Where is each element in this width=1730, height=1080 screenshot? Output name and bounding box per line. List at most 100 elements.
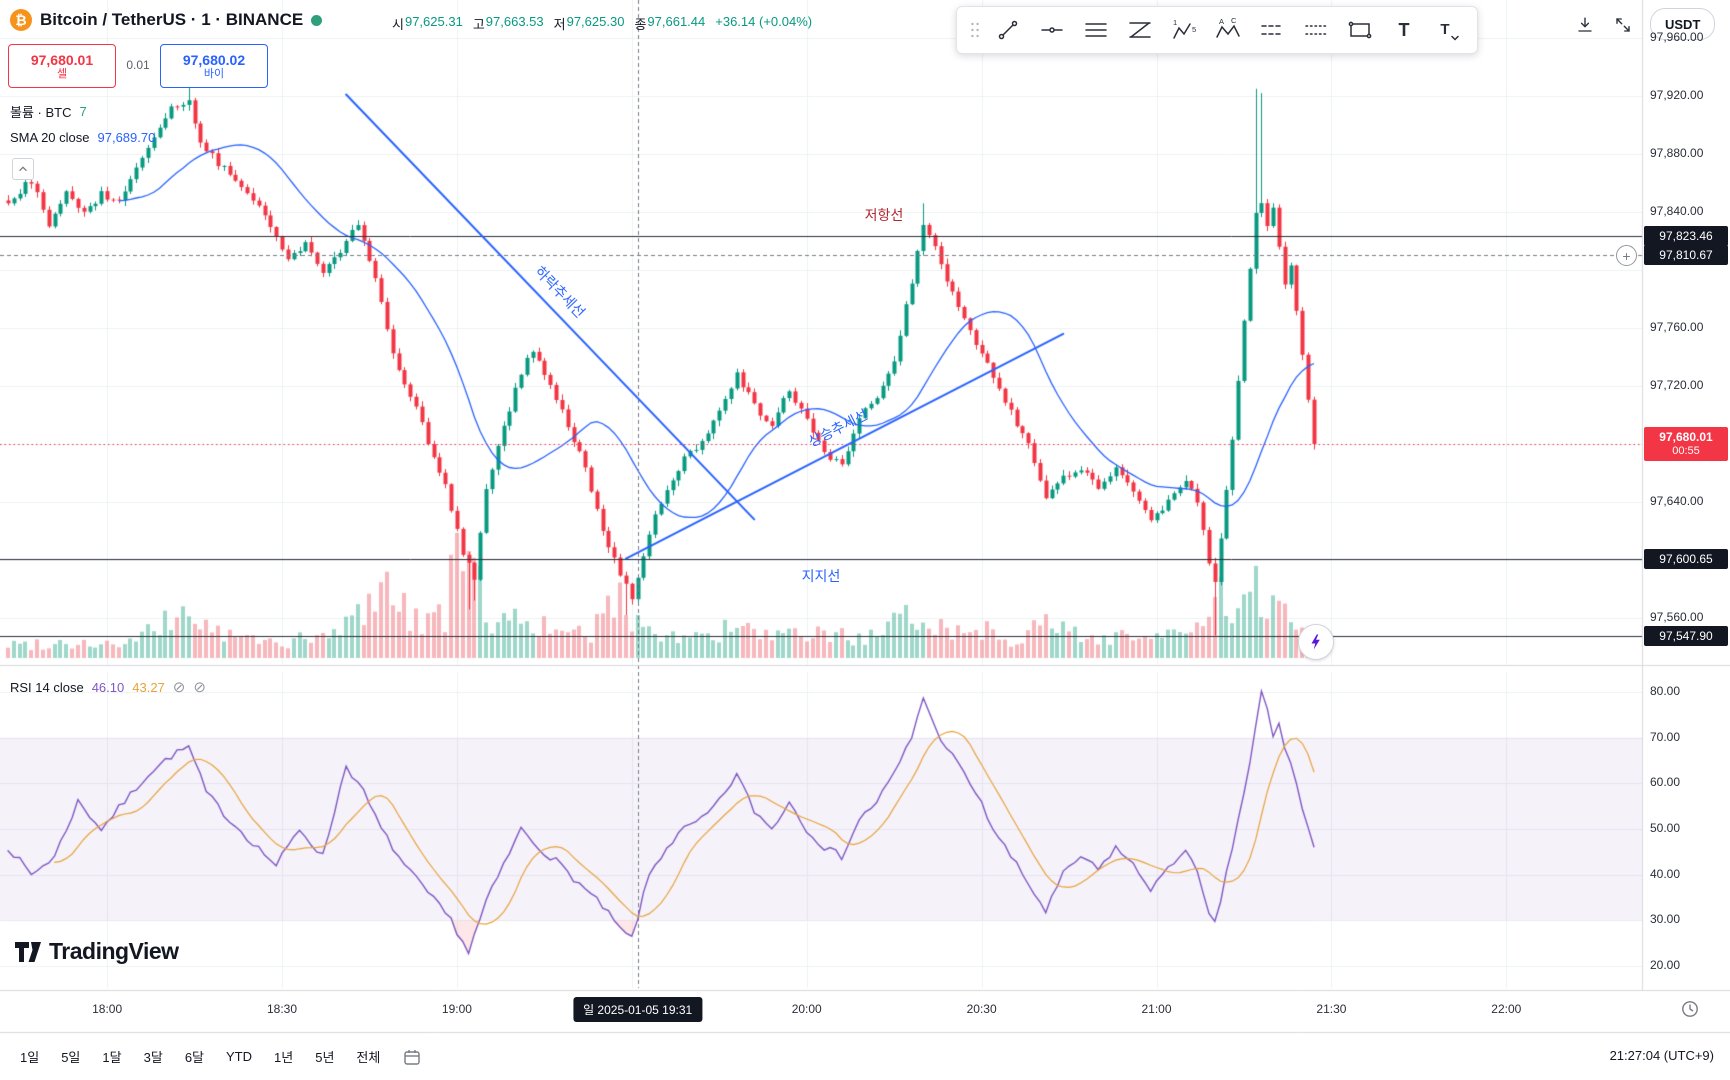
resistance-line-label[interactable]: 저항선: [864, 207, 904, 223]
range-button-1달[interactable]: 1달: [102, 1050, 122, 1065]
svg-text:C: C: [1231, 16, 1237, 25]
dashed-line-tool[interactable]: [1251, 11, 1293, 49]
currency-button[interactable]: USDT: [1650, 8, 1716, 40]
range-button-3달[interactable]: 3달: [143, 1050, 163, 1065]
spread-value: 0.01: [126, 58, 150, 72]
text-tool-icon: T: [1399, 20, 1410, 40]
anchored-text-tool[interactable]: T: [1427, 11, 1469, 49]
fib-retracement-tool[interactable]: [1119, 11, 1161, 49]
rsi-axis-label: 70.00: [1650, 729, 1681, 744]
range-button-전체[interactable]: 전체: [356, 1050, 381, 1065]
market-status-dot-icon: [311, 14, 323, 26]
rsi-axis-label: 20.00: [1650, 957, 1681, 972]
time-axis-label: 21:30: [1316, 1002, 1347, 1016]
tradingview-logo-text: TradingView: [49, 938, 179, 964]
time-axis[interactable]: 일 2025-01-05 19:31 18:00 18:30 19:00 20:00 2…: [0, 990, 1730, 1032]
rsi-hide-icon[interactable]: ⊘: [172, 679, 186, 696]
drag-handle[interactable]: [965, 11, 985, 49]
collapse-legend-button[interactable]: [12, 158, 34, 180]
low-value: 97,625.30: [566, 14, 625, 29]
rsi-legend: RSI 14 close 46.10 43.27 ⊘ ⊘: [10, 678, 206, 696]
clock-icon: [1682, 1001, 1698, 1017]
price-level-tag: 97,600.65: [1644, 549, 1728, 570]
session-clock[interactable]: 21:27:04 (UTC+9): [1609, 1048, 1714, 1063]
time-axis-label: 22:00: [1491, 1002, 1522, 1016]
time-axis-label: 20:30: [966, 1002, 997, 1016]
sma-legend-title: SMA 20 close: [10, 130, 90, 145]
range-button-1년[interactable]: 1년: [274, 1050, 294, 1065]
download-icon: [1578, 17, 1592, 32]
rsi-legend-value: 46.10: [91, 679, 125, 695]
price-axis-label: 97,960.00: [1650, 30, 1704, 44]
rectangle-tool-icon: [1348, 21, 1372, 39]
bottom-toolbar: 1일 5일 1달 3달 6달 YTD 1년 5년 전체: [0, 1033, 1730, 1080]
dotted-line-tool[interactable]: [1295, 11, 1337, 49]
time-axis-label: 18:30: [266, 1002, 298, 1016]
ohlc-legend: 시 97,625.31 고 97,663.53 저 97,625.30 종 97,661…: [392, 14, 812, 33]
add-alert-plus-button[interactable]: +: [1616, 245, 1637, 266]
svg-text:A: A: [1219, 17, 1224, 26]
buy-side-label: 바이: [203, 67, 225, 80]
calendar-icon: [404, 1049, 421, 1065]
price-level-tag: 97,547.90: [1644, 625, 1728, 646]
crosshair-date-tag: 일 2025-01-05 19:31: [573, 997, 703, 1022]
rsi-ma-hide-icon[interactable]: ⊘: [193, 679, 206, 696]
last-price-value: 97,680.01: [1659, 430, 1713, 445]
fullscreen-button[interactable]: [1608, 10, 1638, 40]
fullscreen-icon: [1616, 18, 1630, 32]
go-to-date-button[interactable]: [402, 1047, 422, 1067]
svg-text:T: T: [1399, 20, 1410, 40]
timezone-clock-button[interactable]: [1680, 999, 1700, 1024]
parallel-lines-tool[interactable]: [1075, 11, 1117, 49]
tradingview-logo[interactable]: TradingView: [14, 938, 179, 965]
horizontal-line-tool-icon: [1041, 27, 1063, 33]
time-axis-label: 21:00: [1141, 1002, 1172, 1016]
rsi-axis-label: 50.00: [1650, 820, 1681, 835]
download-button[interactable]: [1570, 10, 1600, 40]
symbol-header: ₿ Bitcoin / TetherUS · 1 · BINANCE: [10, 9, 323, 31]
elliott-wave-tool-icon: 15: [1173, 18, 1196, 39]
open-label: 시: [392, 17, 404, 32]
sell-price: 97,680.01: [30, 51, 94, 68]
price-level-tag: 97,810.67: [1644, 244, 1728, 265]
range-button-1일[interactable]: 1일: [20, 1050, 40, 1065]
horizontal-line-tool[interactable]: [1031, 11, 1073, 49]
symbol-title[interactable]: Bitcoin / TetherUS · 1 · BINANCE: [40, 10, 304, 29]
time-axis-label: 19:00: [441, 1002, 472, 1016]
drag-handle-icon: [971, 22, 979, 38]
rectangle-tool[interactable]: [1339, 11, 1381, 49]
text-tool[interactable]: T: [1383, 11, 1425, 49]
price-axis[interactable]: 97,960.00 97,920.00 97,880.00 97,840.00 97,7…: [1642, 0, 1730, 1032]
date-range-buttons: 1일 5일 1달 3달 6달 YTD 1년 5년 전체: [12, 1043, 388, 1070]
volume-legend: 볼륨 · BTC 7: [10, 102, 87, 121]
trend-line-tool[interactable]: [987, 11, 1029, 49]
range-button-6달[interactable]: 6달: [184, 1050, 205, 1065]
volume-legend-value: 7: [79, 104, 87, 119]
buy-button[interactable]: 97,680.02 바이: [160, 44, 268, 88]
trend-line-tool-icon: [998, 20, 1018, 40]
parallel-lines-tool-icon: [1085, 23, 1107, 37]
high-value: 97,663.53: [485, 14, 544, 29]
price-axis-label: 97,640.00: [1650, 494, 1704, 508]
svg-text:1: 1: [1173, 18, 1177, 27]
rsi-ma-legend-value: 43.27: [132, 679, 165, 695]
range-button-5일[interactable]: 5일: [61, 1050, 81, 1065]
price-axis-label: 97,760.00: [1650, 320, 1704, 334]
support-line-label[interactable]: 지지선: [801, 568, 841, 584]
high-label: 고: [472, 17, 485, 32]
range-button-5년[interactable]: 5년: [315, 1050, 335, 1065]
rsi-legend-title: RSI 14 close: [10, 679, 84, 695]
close-value: 97,661.44: [647, 14, 706, 29]
bar-countdown: 00:55: [1672, 444, 1700, 457]
time-axis-label: 20:00: [791, 1002, 822, 1016]
bitcoin-logo-icon: ₿: [10, 9, 32, 31]
price-axis-label: 97,560.00: [1650, 610, 1704, 624]
range-button-YTD[interactable]: YTD: [226, 1049, 253, 1064]
boost-button[interactable]: [1298, 624, 1334, 660]
sell-button[interactable]: 97,680.01 셀: [8, 44, 116, 88]
